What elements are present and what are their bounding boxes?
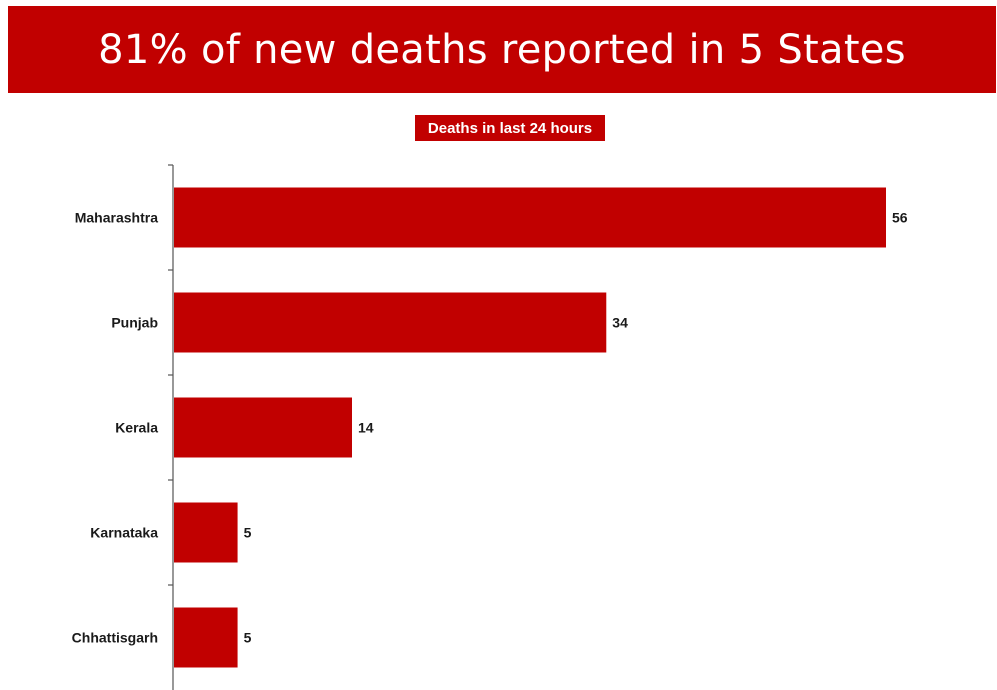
chart-subtitle: Deaths in last 24 hours: [415, 115, 605, 141]
value-label-kerala: 14: [358, 420, 374, 436]
bar-kerala: [174, 397, 352, 458]
value-label-punjab: 34: [612, 315, 628, 331]
category-label-punjab: Punjab: [111, 315, 158, 331]
bar-karnataka: [174, 502, 238, 563]
value-label-karnataka: 5: [244, 525, 252, 541]
chart-title: 81% of new deaths reported in 5 States: [98, 26, 906, 73]
category-label-maharashtra: Maharashtra: [75, 210, 158, 226]
bar-maharashtra: [174, 187, 886, 248]
bar-punjab: [174, 292, 607, 353]
category-label-karnataka: Karnataka: [90, 525, 158, 541]
category-label-chhattisgarh: Chhattisgarh: [72, 630, 158, 646]
bar-chhattisgarh: [174, 607, 238, 668]
title-banner: 81% of new deaths reported in 5 States: [8, 6, 996, 93]
value-label-chhattisgarh: 5: [244, 630, 252, 646]
category-label-kerala: Kerala: [115, 420, 158, 436]
value-label-maharashtra: 56: [892, 210, 908, 226]
